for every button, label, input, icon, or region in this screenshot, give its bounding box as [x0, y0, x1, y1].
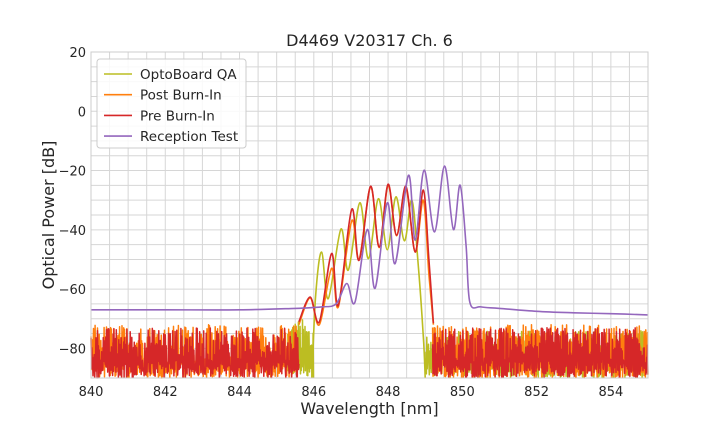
legend-label: Reception Test — [140, 129, 238, 145]
chart-title: D4469 V20317 Ch. 6 — [286, 31, 453, 50]
x-tick-label: 852 — [524, 385, 549, 400]
plot-frame — [90, 51, 649, 379]
x-tick-label: 854 — [598, 385, 623, 400]
x-tick-label: 850 — [450, 385, 475, 400]
spectrum-line — [311, 196, 426, 379]
legend-box — [96, 58, 247, 149]
noise-floor-trace — [431, 327, 649, 379]
legend-label: Pre Burn-In — [140, 108, 215, 124]
y-tick-label: −60 — [59, 283, 86, 298]
y-tick-label: −20 — [59, 165, 86, 180]
spectrum-line — [298, 183, 435, 324]
legend: OptoBoard QA Post Burn-In Pre Burn-In Recep… — [96, 58, 247, 149]
legend-label: Post Burn-In — [140, 88, 222, 104]
noise-floor-trace — [90, 327, 300, 379]
x-axis-label: Wavelength [nm] — [300, 399, 438, 418]
series-reception-test — [91, 165, 649, 316]
legend-label: OptoBoard QA — [140, 67, 237, 83]
y-tick-label: −80 — [59, 342, 86, 357]
series-group — [90, 165, 649, 379]
x-tick-label: 844 — [227, 385, 252, 400]
x-tick-label: 846 — [301, 385, 326, 400]
y-tick-label: 20 — [69, 46, 86, 61]
x-tick-label: 848 — [376, 385, 401, 400]
spectrum-line — [91, 165, 649, 316]
x-tick-labels: 840 842 844 846 848 850 852 854 — [79, 385, 624, 400]
x-tick-label: 842 — [153, 385, 178, 400]
y-tick-label: 0 — [78, 105, 86, 120]
y-tick-labels: 20 0 −20 −40 −60 −80 — [59, 46, 86, 357]
y-axis-label: Optical Power [dB] — [39, 141, 58, 290]
series-pre-burn-in — [90, 183, 649, 379]
x-tick-label: 840 — [79, 385, 104, 400]
y-tick-label: −40 — [59, 224, 86, 239]
